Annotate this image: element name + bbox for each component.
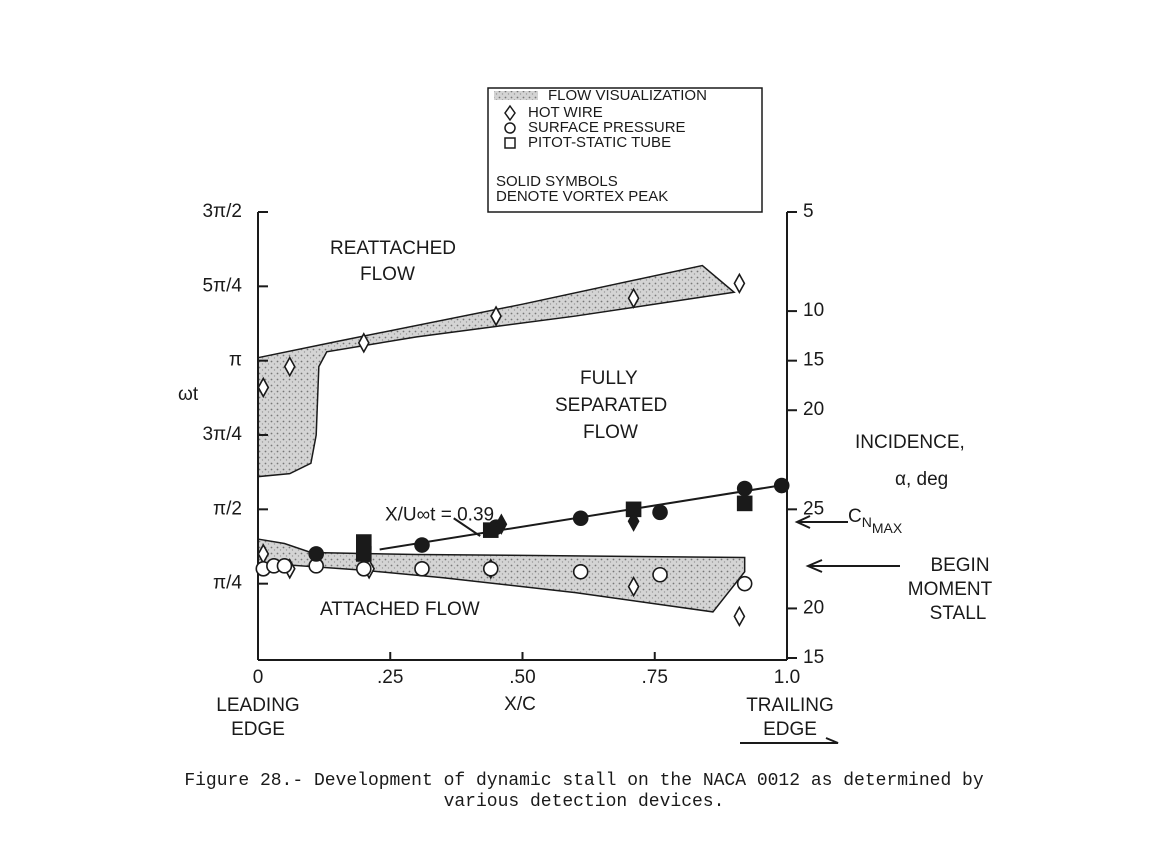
x-end-label: TRAILING [746,695,834,716]
point [572,510,589,527]
point [652,504,668,521]
y-tick-label: π/2 [213,498,242,519]
point [627,287,640,309]
cn-max-part: MAX [872,520,903,536]
y-axis-label: ωt [178,384,199,405]
point [276,558,293,574]
legend: FLOW VISUALIZATION HOT WIRE SURFACE PRES… [487,87,763,213]
point [283,355,296,378]
region-label: SEPARATED [555,395,667,416]
y-tick-label: π [229,350,242,371]
point [736,575,753,592]
legend-note: DENOTE VORTEX PEAK [496,188,668,205]
cn-max-part: C [848,506,862,527]
stall-arrow [805,559,900,573]
region-label: FLOW [360,264,415,285]
y-tick-label: 5π/4 [202,275,242,296]
point [355,546,372,562]
point [414,560,430,577]
y2-tick-label: 20 [803,597,824,618]
x-tick-label: .25 [377,667,403,688]
fit-line-label: X/U∞t = 0.39 [385,504,494,525]
y2-tick-label: 15 [803,647,824,668]
legend-label: PITOT-STATIC TUBE [528,134,671,151]
y-tick-label: 3π/4 [202,424,242,445]
x-tick-label: 1.0 [774,667,800,688]
legend-note: SOLID SYMBOLS [496,173,618,190]
point [736,495,753,512]
legend-swatch [494,91,538,100]
point [355,560,372,577]
region-label: REATTACHED [330,238,456,259]
legend-square [504,137,516,149]
point [308,546,324,562]
trailing-arrow [740,737,839,744]
fit-line-leader [453,517,481,537]
point [257,376,270,399]
point [733,272,746,295]
point [495,513,508,535]
x-end-label: EDGE [763,719,817,740]
legend-diamond [504,104,516,122]
caption: Figure 28.- Development of dynamic stall… [184,771,984,791]
stall-label: STALL [930,603,987,624]
legend-label: SURFACE PRESSURE [528,119,686,136]
legend-box [487,87,763,213]
flow-visualization-band [257,264,736,478]
point [482,560,499,577]
y2-tick-label: 15 [803,350,824,371]
cn-max-part: N [862,514,872,530]
x-axis-label: X/C [504,694,536,715]
x-tick-label: .75 [642,667,668,688]
y-tick-label: π/4 [213,573,242,594]
y2-tick-label: 25 [803,498,824,519]
x-tick-label: .50 [509,667,535,688]
y2-axis-label: INCIDENCE, [855,432,965,453]
y-tick-label: 3π/2 [202,201,242,222]
point [414,537,430,553]
point [490,305,502,327]
point [627,575,640,598]
cn-max-arrow [794,515,848,529]
point [736,480,753,497]
y2-tick-label: 10 [803,300,824,321]
y2-tick-label: 20 [803,399,824,420]
legend-label: HOT WIRE [528,104,603,121]
point [627,510,640,532]
caption: various detection devices. [444,792,725,812]
region-label: FLOW [583,422,638,443]
point [357,332,370,354]
region-label: FULLY [580,368,638,389]
bands [257,264,746,613]
point [482,522,499,538]
cn-max-label: CNMAX [848,506,903,536]
point [572,563,589,580]
x-end-label: EDGE [231,719,285,740]
stall-label: MOMENT [908,579,993,600]
legend-circle [504,122,516,134]
legend-label: FLOW VISUALIZATION [548,87,707,104]
y2-tick-label: 5 [803,201,814,222]
point [652,566,668,583]
x-end-label: LEADING [216,695,299,716]
y2-axis-label: α, deg [895,469,948,490]
point [773,477,790,494]
stall-label: BEGIN [930,555,989,576]
x-tick-label: 0 [253,667,264,688]
point [733,605,746,628]
region-label: ATTACHED FLOW [320,599,480,620]
